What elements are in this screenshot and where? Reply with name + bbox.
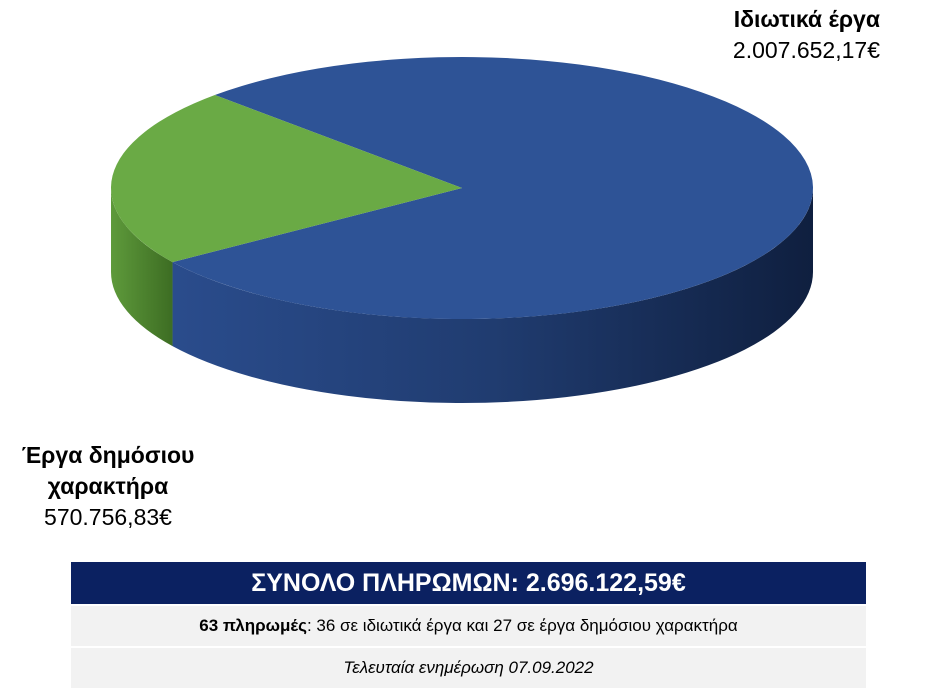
pie-slice-private [172,57,814,320]
payments-count-row: 63 πληρωμές: 36 σε ιδιωτικά έργα και 27 … [71,606,866,646]
pie-side-public [111,188,173,347]
pie-side-private [172,188,814,403]
slice-name-public-line1: Έργα δημόσιου [21,442,195,468]
slice-value-private: 2.007.652,17€ [732,37,880,63]
payments-count-detail: : 36 σε ιδιωτικά έργα και 27 σε έργα δημ… [306,616,738,635]
total-payments-bar: ΣΥΝΟΛΟ ΠΛΗΡΩΜΩΝ: 2.696.122,59€ [71,562,866,604]
last-updated-row: Τελευταία ενημέρωση 07.09.2022 [71,648,866,688]
pie-chart [110,57,814,403]
slice-label-private: Ιδιωτικά έργα 2.007.652,17€ [680,4,880,66]
slice-label-public: Έργα δημόσιου χαρακτήρα 570.756,83€ [0,440,216,533]
slice-name-public-line2: χαρακτήρα [47,473,169,499]
pie-chart-area: Ιδιωτικά έργα 2.007.652,17€ Έργα δημόσιο… [0,4,880,533]
slice-name-private: Ιδιωτικά έργα [733,6,880,32]
summary-panel: ΣΥΝΟΛΟ ΠΛΗΡΩΜΩΝ: 2.696.122,59€ 63 πληρωμ… [71,562,866,688]
payments-count-bold: 63 πληρωμές [199,616,307,635]
pie-slice-public [110,94,462,263]
slice-value-public: 570.756,83€ [44,504,172,530]
